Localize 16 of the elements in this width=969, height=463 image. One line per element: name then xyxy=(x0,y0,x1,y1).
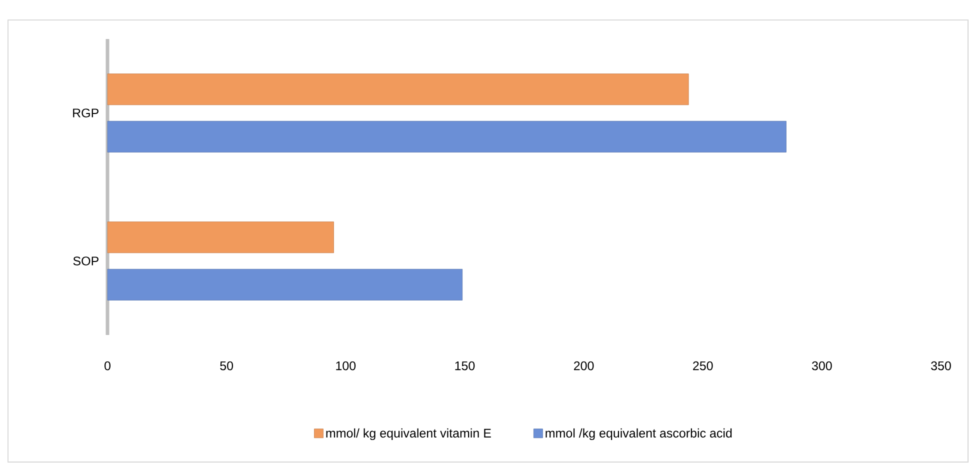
y-tick-label: RGP xyxy=(73,108,98,118)
bar xyxy=(107,120,786,152)
x-tick-label: 150 xyxy=(455,361,475,370)
x-tick-label: 200 xyxy=(574,361,594,370)
x-tick-label: 0 xyxy=(104,361,110,370)
bar xyxy=(107,268,463,300)
legend-label: mmol/ kg equivalent vitamin E xyxy=(326,428,491,440)
bar xyxy=(107,74,689,106)
x-tick-label: 250 xyxy=(693,361,713,370)
x-tick-label: 300 xyxy=(812,361,832,370)
x-tick-label: 350 xyxy=(931,361,951,370)
x-tick-label: 50 xyxy=(220,361,234,370)
bar xyxy=(107,222,334,254)
y-tick-label: SOP xyxy=(73,256,98,266)
x-tick-label: 100 xyxy=(336,361,356,370)
legend-label: mmol /kg equivalent ascorbic acid xyxy=(546,428,732,440)
